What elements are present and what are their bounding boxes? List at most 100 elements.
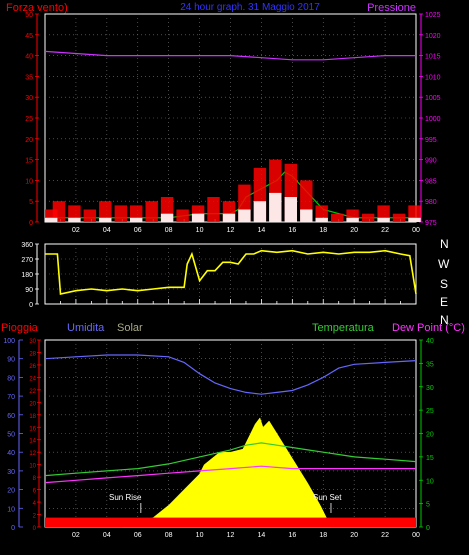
bottom-x-tick-label: 16 xyxy=(288,532,296,539)
wind_min-bar xyxy=(45,217,58,222)
bottom-x-tick-label: 08 xyxy=(165,532,173,539)
rain-y-tick-label: 24 xyxy=(29,376,36,382)
wind-bar xyxy=(52,201,66,222)
humidity-y-tick-label: 20 xyxy=(7,488,15,495)
wind-bar xyxy=(99,201,112,222)
wind_min-bar xyxy=(315,217,328,222)
wind_min-bar xyxy=(130,217,143,222)
wind-bar xyxy=(145,201,158,222)
wind_min-bar xyxy=(68,217,81,222)
wind_min-bar xyxy=(253,201,267,222)
pressure-line xyxy=(44,50,416,61)
wind-bar xyxy=(361,213,375,222)
temperature-y-tick-label: 40 xyxy=(426,338,434,345)
bottom-x-tick-label: 06 xyxy=(134,532,142,539)
rain-y-tick-label: 28 xyxy=(29,351,36,357)
top-x-tick-label: 04 xyxy=(103,227,111,234)
rain-bar xyxy=(45,517,416,527)
pressure-y-tick-label: 1005 xyxy=(425,95,441,102)
wind_min-bar xyxy=(191,213,205,222)
compass-label-s: S xyxy=(440,277,448,291)
wind-bar xyxy=(207,197,220,222)
direction-y-tick-label: 180 xyxy=(21,272,33,279)
rain-y-tick-label: 2 xyxy=(33,514,37,520)
rain-y-tick-label: 0 xyxy=(33,526,37,532)
rain-y-tick-label: 22 xyxy=(29,389,36,395)
wind_min-bar xyxy=(346,217,359,222)
pressure-y-tick-label: 985 xyxy=(425,178,437,185)
wind-bar xyxy=(331,213,344,222)
pressure-y-tick-label: 1020 xyxy=(425,33,441,40)
temperature-y-tick-label: 0 xyxy=(426,525,430,532)
pressure-y-tick-label: 975 xyxy=(425,220,437,227)
bottom-x-tick-label: 02 xyxy=(72,532,80,539)
top-x-tick-label: 10 xyxy=(196,227,204,234)
wind-bar xyxy=(392,213,406,222)
wind-y-tick-label: 20 xyxy=(25,137,33,144)
top-x-tick-label: 00 xyxy=(412,227,420,234)
rain-y-tick-label: 12 xyxy=(29,451,36,457)
bottom-x-tick-label: 04 xyxy=(103,532,111,539)
sun-annotations: Sun Rise Sun Set xyxy=(109,493,342,513)
top-x-tick-label: 20 xyxy=(350,227,358,234)
pressure-y-tick-label: 995 xyxy=(425,137,437,144)
pressure-y-tick-label: 1000 xyxy=(425,116,441,123)
wind_min-bar xyxy=(238,209,251,222)
wind-y-tick-label: 35 xyxy=(25,74,33,81)
rain-y-tick-label: 18 xyxy=(29,414,36,420)
wind-bar xyxy=(114,205,127,222)
wind-y-tick-label: 40 xyxy=(25,54,33,61)
temperature-y-tick-label: 25 xyxy=(426,408,434,415)
bottom-x-tick-label: 20 xyxy=(350,532,358,539)
chart-marks xyxy=(44,50,421,528)
rain-y-tick-label: 10 xyxy=(29,464,36,470)
humidity-y-tick-label: 100 xyxy=(3,338,15,345)
wind-bar xyxy=(83,209,96,222)
temperature-y-tick-label: 10 xyxy=(426,478,434,485)
wind-y-tick-label: 45 xyxy=(25,33,33,40)
humidity-y-tick-label: 60 xyxy=(7,413,15,420)
pressure-y-tick-label: 980 xyxy=(425,199,437,206)
rain-y-tick-label: 14 xyxy=(29,439,36,445)
rain-y-tick-label: 26 xyxy=(29,364,36,370)
temperature-y-tick-label: 15 xyxy=(426,455,434,462)
compass-labels: N W S E N xyxy=(438,237,450,327)
legend-solar: Solar xyxy=(117,322,143,334)
wind-y-tick-label: 10 xyxy=(25,178,33,185)
bottom-x-tick-label: 14 xyxy=(258,532,266,539)
bottom-x-tick-label: 12 xyxy=(227,532,235,539)
rain-y-tick-label: 8 xyxy=(33,476,37,482)
wind_min-bar xyxy=(160,213,174,222)
pressure-axis-title: Pressione xyxy=(367,2,416,14)
compass-label-n-bottom: N xyxy=(440,313,449,327)
wind-y-tick-label: 0 xyxy=(29,220,33,227)
temperature-y-tick-label: 35 xyxy=(426,361,434,368)
dewpoint-line xyxy=(44,465,416,484)
top-x-tick-label: 08 xyxy=(165,227,173,234)
legend-temperatura: Temperatura xyxy=(312,322,375,334)
wind_min-bar xyxy=(269,192,282,222)
wind-axis-title: Forza vento) xyxy=(6,2,68,14)
sunrise-label: Sun Rise xyxy=(109,493,142,502)
top-x-tick-label: 06 xyxy=(134,227,142,234)
direction-y-tick-label: 0 xyxy=(29,302,33,309)
top-x-tick-label: 14 xyxy=(258,227,266,234)
pressure-y-tick-label: 1015 xyxy=(425,54,441,61)
wind-y-tick-label: 50 xyxy=(25,12,33,19)
wind-bar xyxy=(176,209,189,222)
wind-y-tick-label: 5 xyxy=(29,199,33,206)
top-x-tick-label: 12 xyxy=(227,227,235,234)
bottom-x-tick-label: 10 xyxy=(196,532,204,539)
top-x-tick-label: 16 xyxy=(288,227,296,234)
compass-label-w: W xyxy=(438,257,450,271)
top-x-tick-label: 18 xyxy=(319,227,327,234)
chart-title: 24 hour graph. 31 Maggio 2017 xyxy=(180,2,320,13)
rain-y-tick-label: 6 xyxy=(33,489,37,495)
wind-y-tick-label: 15 xyxy=(25,158,33,165)
pressure-y-tick-label: 990 xyxy=(425,158,437,165)
pressure-y-tick-label: 1025 xyxy=(425,12,441,19)
humidity-y-tick-label: 10 xyxy=(7,506,15,513)
legend-pioggia: Pioggia xyxy=(1,322,39,334)
humidity-line xyxy=(44,354,417,395)
